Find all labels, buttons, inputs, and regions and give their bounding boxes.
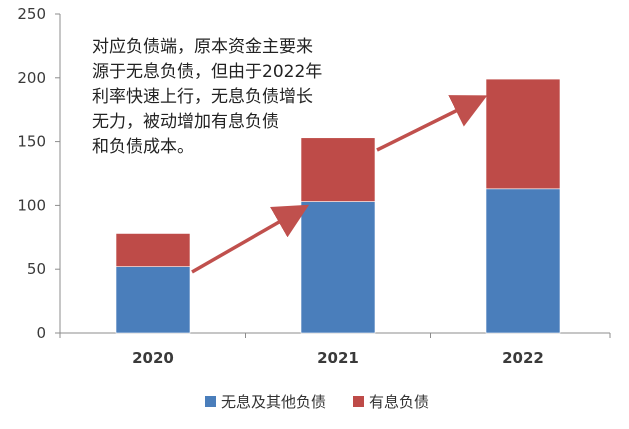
annotation-line: 无力，被动增加有息负债 [92,112,279,132]
x-tick-label: 2021 [317,349,359,367]
trend-arrow [376,95,488,152]
bar-interest-bearing-2022 [485,78,561,190]
bar-non-interest-bearing-2021 [300,201,376,334]
bars [115,78,561,334]
annotation-line: 和负债成本。 [92,137,194,157]
y-tick-label: 0 [36,324,46,342]
bar-interest-bearing-2020 [115,233,191,267]
y-tick-label: 150 [17,133,46,151]
y-tick-label: 250 [17,5,46,23]
bar-non-interest-bearing-2020 [115,266,191,334]
x-tick-label: 2022 [502,349,544,367]
y-tick-label: 50 [27,260,46,278]
legend-swatch-interest-bearing [353,396,364,407]
y-tick-label: 200 [17,69,46,87]
annotation-line: 利率快速上行，无息负债增长 [92,87,313,107]
legend: 无息及其他负债 有息负债 [205,393,429,411]
legend-label-interest-bearing: 有息负债 [369,393,429,411]
trend-arrows [191,95,488,274]
legend-swatch-non-interest-bearing [205,396,216,407]
annotation: 对应负债端，原本资金主要来源于无息负债，但由于2022年利率快速上行，无息负债增… [92,37,322,157]
bar-interest-bearing-2021 [300,137,376,202]
axes: 0 50 100 150 200 250 2020 2021 2022 [17,5,611,367]
annotation-line: 对应负债端，原本资金主要来 [92,37,313,57]
annotation-line: 源于无息负债，但由于2022年 [92,62,322,82]
bar-non-interest-bearing-2022 [485,188,561,334]
y-tick-label: 100 [17,196,46,214]
legend-label-non-interest-bearing: 无息及其他负债 [221,393,326,411]
trend-arrow [191,204,310,274]
x-tick-label: 2020 [132,349,174,367]
